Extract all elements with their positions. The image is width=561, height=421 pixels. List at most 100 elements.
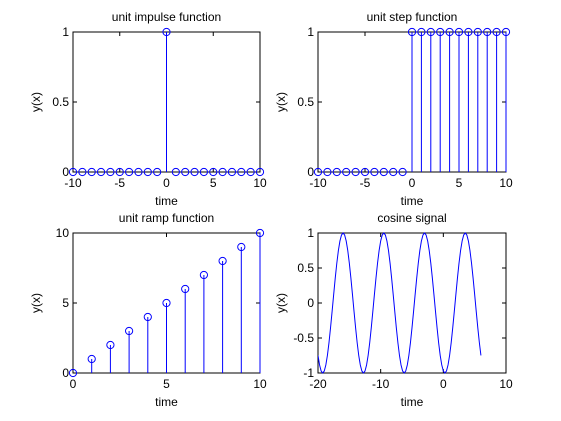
stem-marker <box>181 284 190 294</box>
stem-marker <box>473 27 482 37</box>
stem-marker <box>181 167 190 177</box>
x-tick-label: 10 <box>253 377 267 391</box>
y-tick-label: 0.5 <box>52 95 69 109</box>
x-tick-label: -5 <box>114 176 125 190</box>
y-axis-label: y(x) <box>274 92 288 112</box>
subplot-title: unit impulse function <box>112 10 221 24</box>
stem-marker <box>190 167 199 177</box>
stem-marker <box>96 167 106 177</box>
stem-marker <box>125 326 134 336</box>
stem-marker <box>125 167 134 177</box>
subplot-title: unit step function <box>367 10 458 24</box>
x-tick-label: 10 <box>499 377 513 391</box>
stem-series <box>313 27 511 177</box>
stem-marker <box>426 27 435 37</box>
y-tick-label: 0.5 <box>297 261 314 275</box>
x-tick-label: 0 <box>409 176 416 190</box>
y-tick-label: 1 <box>62 25 69 39</box>
stem-marker <box>199 270 208 280</box>
stem-marker <box>454 27 464 37</box>
stem-marker <box>351 167 360 177</box>
stem-marker <box>360 167 370 177</box>
stem-marker <box>171 167 180 177</box>
stem-marker <box>445 27 454 37</box>
stem-marker <box>199 167 208 177</box>
stem-marker <box>87 167 96 177</box>
stem-series <box>68 27 265 177</box>
y-tick-label: 0 <box>62 165 69 179</box>
x-axis-label: time <box>155 194 178 208</box>
y-tick-label: 10 <box>56 226 70 240</box>
stem-marker <box>483 27 492 37</box>
stem-marker <box>492 27 501 37</box>
stem-marker <box>313 167 323 177</box>
y-axis-label: y(x) <box>274 293 288 313</box>
stem-marker <box>501 27 511 37</box>
stem-marker <box>436 27 445 37</box>
stem-marker <box>143 312 152 322</box>
x-tick-label: -10 <box>64 176 82 190</box>
stem-marker <box>342 167 351 177</box>
y-axis-label: y(x) <box>29 293 43 313</box>
x-axis-label: time <box>155 395 178 409</box>
x-tick-label: -20 <box>309 377 327 391</box>
x-axis-label: time <box>401 395 424 409</box>
stem-marker <box>379 167 388 177</box>
x-tick-label: 0 <box>163 176 170 190</box>
stem-marker <box>237 167 246 177</box>
y-tick-label: 0 <box>307 296 314 310</box>
stem-marker <box>227 167 237 177</box>
stem-marker <box>389 167 398 177</box>
subplot-1: -10 -5 0 5 10 0 0.5 1 unit impulse function time y… <box>29 10 267 208</box>
stem-marker <box>407 27 417 37</box>
cosine-line <box>318 232 482 374</box>
stem-marker <box>153 167 162 177</box>
stem-marker <box>143 167 152 177</box>
x-tick-label: 0 <box>440 377 447 391</box>
x-tick-label: 0 <box>70 377 77 391</box>
stem-marker <box>218 167 227 177</box>
y-axis-label: y(x) <box>29 92 43 112</box>
stem-marker <box>115 167 124 177</box>
stem-marker <box>398 167 407 177</box>
stem-marker <box>162 298 171 308</box>
stem-marker <box>87 354 96 364</box>
stem-marker <box>246 167 255 177</box>
stem-marker <box>237 242 246 252</box>
y-tick-label: 1 <box>307 226 314 240</box>
x-tick-label: -5 <box>360 176 371 190</box>
axes-box <box>317 232 507 374</box>
stem-marker <box>209 167 218 177</box>
x-tick-label: 5 <box>456 176 463 190</box>
stem-marker <box>255 228 265 238</box>
subplot-2: -10 -5 0 5 10 0 0.5 1 unit step function time y(x) <box>274 10 513 208</box>
stem-marker <box>162 27 171 37</box>
stem-marker <box>370 167 379 177</box>
stem-marker <box>323 167 332 177</box>
stem-marker <box>218 256 227 266</box>
stem-series <box>68 228 265 378</box>
y-tick-label: 0 <box>62 366 69 380</box>
x-tick-label: 10 <box>499 176 513 190</box>
y-tick-label: 1 <box>307 25 314 39</box>
y-tick-label: 0 <box>307 165 314 179</box>
stem-marker <box>78 167 87 177</box>
subplot-title: unit ramp function <box>119 211 214 225</box>
stem-marker <box>106 340 115 350</box>
x-axis-label: time <box>401 194 424 208</box>
x-tick-label: -10 <box>309 176 327 190</box>
x-tick-label: -10 <box>372 377 390 391</box>
y-tick-label: 5 <box>62 296 69 310</box>
stem-marker <box>332 167 341 177</box>
x-tick-label: 5 <box>163 377 170 391</box>
stem-marker <box>417 27 426 37</box>
subplot-3: 0 5 10 0 5 10 unit ramp function time y(x) <box>29 211 267 409</box>
subplot-title: cosine signal <box>377 211 446 225</box>
stem-marker <box>134 167 143 177</box>
stem-marker <box>464 27 473 37</box>
x-tick-label: 10 <box>253 176 267 190</box>
y-tick-label: 0.5 <box>297 95 314 109</box>
y-tick-label: -1 <box>303 366 314 380</box>
y-tick-label: -0.5 <box>293 331 314 345</box>
